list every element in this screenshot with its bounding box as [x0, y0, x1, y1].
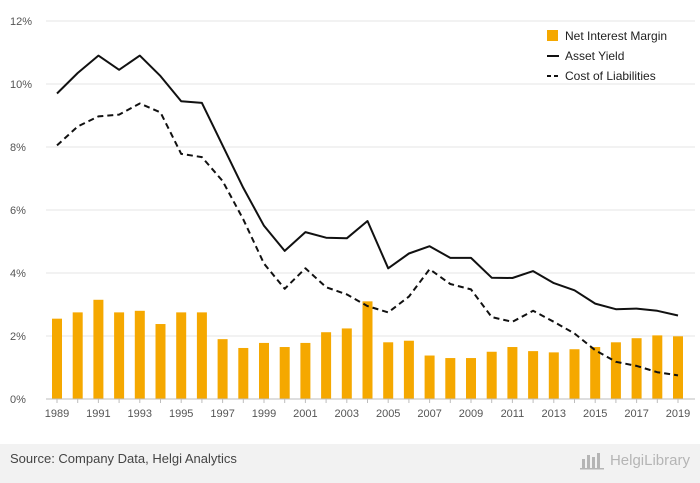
bar: [134, 310, 145, 399]
bar: [569, 349, 580, 399]
bar: [52, 318, 62, 399]
bar: [300, 342, 311, 399]
x-tick-label: 2017: [624, 408, 648, 420]
bar: [217, 339, 228, 399]
brand-text: HelgiLibrary: [609, 451, 690, 469]
bar: [155, 324, 166, 399]
bar: [466, 358, 476, 399]
x-tick-label: 2007: [417, 408, 441, 420]
bar: [590, 347, 601, 399]
x-tick-label: 1991: [86, 408, 110, 420]
x-tick-label: 2001: [293, 408, 317, 420]
line-series: [56, 54, 679, 377]
bar: [445, 358, 456, 399]
bar: [631, 338, 642, 399]
x-tick-label: 2005: [376, 408, 400, 420]
bar: [673, 336, 683, 399]
source-text: Source: Company Data, Helgi Analytics: [10, 451, 237, 466]
brand: HelgiLibrary: [579, 450, 690, 470]
bar: [238, 347, 249, 399]
bar: [114, 312, 125, 399]
x-axis: 1989 1991 1993 1995 1997 1999 2001 2003 2005 2007…: [45, 398, 695, 420]
bar: [424, 355, 435, 399]
y-tick-label: 6%: [10, 205, 26, 217]
legend-label: Asset Yield: [565, 49, 624, 63]
bar: [196, 312, 207, 399]
bar-series-net-interest-margin: [52, 299, 683, 399]
bar: [279, 347, 290, 399]
footer: Source: Company Data, Helgi Analytics He…: [0, 444, 700, 483]
legend: Net Interest Margin Asset Yield Cost of Li…: [547, 29, 667, 83]
x-tick-label: 1997: [210, 408, 234, 420]
bar: [341, 328, 352, 399]
y-tick-label: 10%: [10, 79, 32, 91]
chart-svg: 0% 2% 4% 6% 8% 10% 12% 1989 1991 1993 1995 1997 199…: [10, 16, 695, 420]
bar: [362, 301, 373, 399]
bar: [403, 340, 414, 399]
x-tick-label: 1995: [169, 408, 193, 420]
y-tick-label: 12%: [10, 16, 32, 28]
legend-swatch-bar: [547, 30, 558, 41]
helgi-logo-icon: [579, 453, 604, 470]
x-tick-label: 2013: [542, 408, 566, 420]
bar: [486, 351, 497, 399]
y-tick-label: 2%: [10, 331, 26, 343]
bar: [528, 351, 539, 399]
bar: [652, 335, 663, 399]
bar: [548, 352, 559, 399]
bar: [383, 342, 394, 399]
bar: [93, 299, 104, 399]
x-tick-label: 2019: [666, 408, 690, 420]
bar: [176, 312, 187, 399]
legend-label: Cost of Liabilities: [565, 69, 656, 83]
line-cost-of-liabilities: [56, 102, 679, 377]
x-tick-label: 1993: [128, 408, 152, 420]
line-asset-yield: [56, 54, 679, 317]
bar: [507, 347, 518, 399]
bar: [610, 342, 621, 399]
x-tick-label: 1989: [45, 408, 69, 420]
x-tick-label: 2009: [459, 408, 483, 420]
x-tick-label: 2003: [335, 408, 359, 420]
y-axis: 0% 2% 4% 6% 8% 10% 12%: [10, 16, 32, 406]
x-tick-label: 1999: [252, 408, 276, 420]
bar: [321, 332, 332, 399]
bar: [72, 312, 83, 399]
x-tick-label: 2011: [501, 408, 525, 420]
y-tick-label: 4%: [10, 268, 26, 280]
bar: [259, 342, 269, 399]
gridlines: [46, 20, 695, 337]
y-tick-label: 0%: [10, 394, 26, 406]
legend-label: Net Interest Margin: [565, 29, 667, 43]
y-tick-label: 8%: [10, 142, 26, 154]
x-tick-label: 2015: [583, 408, 607, 420]
